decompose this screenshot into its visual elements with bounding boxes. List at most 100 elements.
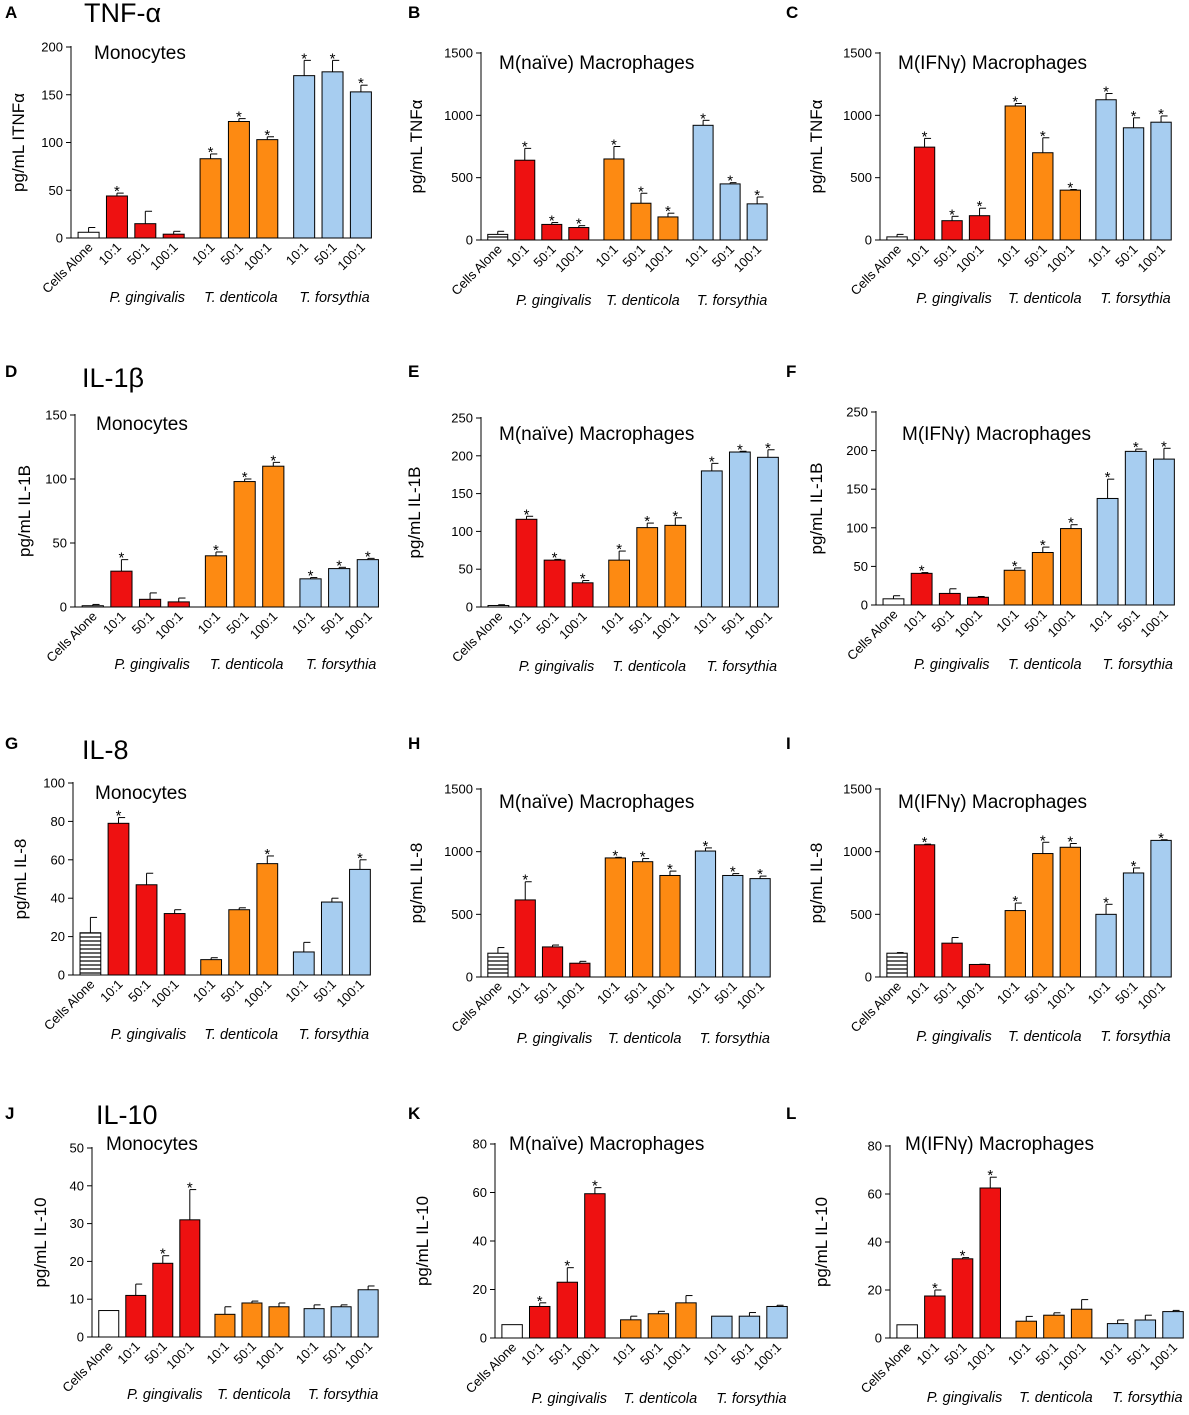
- bar: [214, 1313, 236, 1338]
- x-category-label: Cells Alone: [449, 609, 506, 666]
- bar: [719, 183, 741, 241]
- significance-star: *: [522, 872, 528, 889]
- y-tick-label: 50: [70, 1141, 84, 1156]
- y-tick-label: 1000: [444, 844, 473, 859]
- group-label: T. forsythia: [700, 1031, 770, 1047]
- x-category-label: 100:1: [659, 1340, 693, 1374]
- group-label: T. denticola: [608, 1031, 682, 1047]
- y-tick-label: 1500: [843, 46, 872, 61]
- panel-letter: G: [5, 734, 18, 753]
- x-category-label: 100:1: [641, 242, 675, 276]
- group-label: T. denticola: [1019, 1390, 1093, 1406]
- group-label: T. denticola: [1008, 657, 1082, 673]
- chart-panel-l: L M(IFNγ) Macrophages 0 20 40 60 80 pg/mL IL-10…: [786, 1104, 1184, 1406]
- panel-title: Monocytes: [96, 414, 188, 435]
- y-tick-label: 100: [451, 524, 473, 539]
- panel-title: M(naïve) Macrophages: [499, 53, 694, 74]
- bar: [179, 1219, 201, 1338]
- significance-star: *: [703, 838, 709, 855]
- x-category-label: Cells Alone: [39, 240, 96, 297]
- bar: [700, 470, 723, 608]
- significance-star: *: [922, 128, 928, 145]
- bar: [1032, 853, 1054, 978]
- significance-star: *: [977, 198, 983, 215]
- bar: [293, 75, 316, 239]
- bar: [636, 527, 659, 608]
- bar: [1124, 450, 1147, 606]
- bar: [200, 959, 223, 976]
- panel-letter: E: [408, 362, 419, 381]
- y-tick-label: 500: [451, 907, 473, 922]
- bar: [1003, 569, 1026, 606]
- y-tick-label: 150: [41, 87, 63, 102]
- x-category-label: Cells Alone: [41, 977, 98, 1034]
- x-category-label: 100:1: [152, 609, 186, 643]
- row-title: IL-8: [82, 735, 129, 765]
- group-label: T. forsythia: [697, 293, 767, 309]
- significance-star: *: [118, 550, 124, 567]
- significance-star: *: [264, 846, 270, 863]
- x-category-label: 100:1: [1135, 979, 1169, 1013]
- significance-star: *: [1067, 834, 1073, 851]
- group-label: T. forsythia: [1100, 1029, 1170, 1045]
- bar: [1059, 846, 1081, 978]
- significance-star: *: [949, 206, 955, 223]
- bar: [134, 223, 157, 239]
- significance-star: *: [1040, 537, 1046, 554]
- bar: [1150, 839, 1172, 978]
- significance-star: *: [730, 864, 736, 881]
- significance-star: *: [308, 568, 314, 585]
- y-tick-label: 500: [850, 907, 872, 922]
- y-tick-label: 0: [60, 600, 67, 615]
- significance-star: *: [644, 513, 650, 530]
- x-category-label: 100:1: [1055, 1340, 1089, 1374]
- x-category-label: Cells Alone: [43, 609, 100, 666]
- x-category-label: 100:1: [568, 1340, 602, 1374]
- bar: [514, 159, 536, 241]
- bar: [630, 202, 652, 241]
- significance-star: *: [765, 440, 771, 457]
- x-category-label: 10:1: [1085, 242, 1114, 271]
- y-tick-label: 50: [49, 183, 63, 198]
- y-tick-label: 200: [451, 448, 473, 463]
- significance-star: *: [537, 1293, 543, 1310]
- y-tick-label: 150: [451, 486, 473, 501]
- bar: [543, 559, 566, 608]
- panel-title: M(naïve) Macrophages: [509, 1134, 704, 1155]
- group-label: T. forsythia: [707, 659, 777, 675]
- y-tick-label: 1000: [843, 108, 872, 123]
- y-axis-label: pg/mL ITNFα: [9, 93, 28, 192]
- chart-panel-e: E M(naïve) Macrophages 0 50 100 150 200 250 pg/m…: [405, 362, 779, 675]
- y-tick-label: 1000: [444, 108, 473, 123]
- x-category-label: 10:1: [503, 242, 532, 271]
- chart-panel-c: C M(IFNγ) Macrophages 0 500 1000 1500 pg/mL TN…: [786, 3, 1172, 307]
- x-category-label: 10:1: [100, 609, 129, 638]
- significance-star: *: [358, 75, 364, 92]
- bar: [81, 605, 104, 608]
- y-axis-label: pg/mL IL-1B: [405, 467, 424, 559]
- significance-star: *: [1161, 438, 1167, 455]
- bar: [746, 203, 768, 241]
- bar: [941, 942, 963, 978]
- significance-star: *: [665, 203, 671, 220]
- x-category-label: 10:1: [1086, 607, 1115, 636]
- chart-panel-k: K M(naïve) Macrophages 0 20 40 60 80 pg/mL IL-1…: [408, 1104, 788, 1407]
- y-tick-label: 200: [41, 40, 63, 55]
- bar: [1031, 552, 1054, 606]
- group-label: P. gingivalis: [532, 1391, 608, 1407]
- x-category-label: 10:1: [282, 977, 311, 1006]
- bar: [320, 901, 343, 976]
- panel-title: M(IFNγ) Macrophages: [905, 1134, 1094, 1155]
- significance-star: *: [1103, 894, 1109, 911]
- group-label: T. denticola: [217, 1387, 291, 1403]
- chart-panel-h: H M(naïve) Macrophages 0 500 1000 1500 pg/mL I…: [407, 734, 771, 1047]
- significance-star: *: [1040, 832, 1046, 849]
- x-category-label: 10:1: [1096, 1340, 1125, 1369]
- group-label: T. denticola: [204, 1027, 278, 1043]
- bar: [1096, 497, 1119, 606]
- x-category-label: 100:1: [1147, 1340, 1181, 1374]
- bar: [1122, 872, 1145, 978]
- group-label: T. denticola: [606, 293, 680, 309]
- bar: [356, 559, 379, 608]
